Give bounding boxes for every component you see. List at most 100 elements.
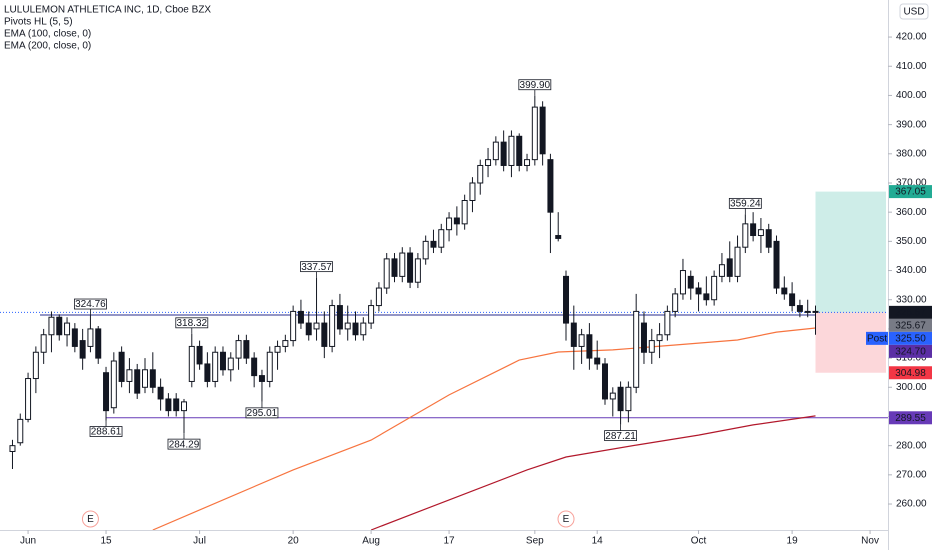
price-tag-label: 304.98 bbox=[895, 368, 926, 379]
candle-body bbox=[617, 386, 624, 412]
y-tick-label: 380.00 bbox=[896, 148, 927, 159]
candle-body bbox=[134, 369, 141, 394]
candle-body bbox=[329, 305, 336, 347]
candle-body bbox=[601, 363, 608, 400]
x-tick-label: 19 bbox=[787, 536, 799, 547]
candle-body bbox=[165, 398, 172, 412]
price-tag bbox=[889, 305, 932, 319]
candle-body bbox=[227, 357, 234, 371]
candle-body bbox=[48, 316, 55, 336]
candle-body bbox=[781, 287, 788, 295]
candle-body bbox=[258, 375, 265, 382]
candle-body bbox=[414, 258, 421, 283]
pivot-label: 399.90 bbox=[520, 80, 551, 91]
x-tick-label: Jul bbox=[193, 536, 206, 547]
candle-body bbox=[750, 223, 757, 237]
legend-ema200: EMA (200, close, 0) bbox=[4, 41, 91, 52]
chart-title: LULULEMON ATHLETICA INC, 1D, Cboe BZX bbox=[4, 5, 211, 16]
candle-body bbox=[438, 229, 445, 248]
candle-body bbox=[640, 322, 647, 353]
candle-body bbox=[313, 322, 320, 330]
candle-body bbox=[555, 235, 562, 239]
currency[interactable]: USD bbox=[903, 7, 924, 18]
price-tag bbox=[889, 331, 932, 345]
y-tick-label: 400.00 bbox=[896, 90, 927, 101]
y-tick-label: 420.00 bbox=[896, 32, 927, 43]
pivot-label: 324.76 bbox=[75, 299, 106, 310]
candle-body bbox=[110, 360, 117, 409]
candle-body bbox=[516, 135, 523, 166]
candle-body bbox=[586, 334, 593, 359]
candle-body bbox=[687, 275, 694, 289]
candle-body bbox=[407, 252, 414, 283]
x-tick-label: Oct bbox=[691, 536, 707, 547]
candle-body bbox=[71, 328, 78, 347]
candle-body bbox=[399, 252, 406, 277]
candle-body bbox=[305, 322, 312, 336]
candle-body bbox=[726, 258, 733, 277]
price-tag-label: 289.55 bbox=[895, 413, 926, 424]
candle-body bbox=[524, 159, 531, 166]
candle-body bbox=[32, 351, 39, 380]
price-tag-label: 367.05 bbox=[895, 187, 926, 198]
candle-body bbox=[469, 182, 476, 202]
plot-area: 324.76 288.61 284.29 318.32 295.01 337.57 399.… bbox=[0, 79, 888, 530]
candle-body bbox=[765, 229, 772, 248]
candle-body bbox=[711, 275, 718, 301]
price-tag-label: 324.70 bbox=[895, 347, 926, 358]
x-tick-label: 20 bbox=[288, 536, 300, 547]
candle-body bbox=[625, 386, 632, 412]
y-tick-label: 390.00 bbox=[896, 119, 927, 130]
candle-body bbox=[703, 293, 710, 301]
candle-body bbox=[173, 398, 180, 412]
candle-body bbox=[87, 328, 94, 347]
candle-body bbox=[142, 369, 149, 388]
candle-body bbox=[648, 340, 655, 353]
candle-body bbox=[430, 240, 437, 248]
y-tick-label: 310.00 bbox=[896, 353, 927, 364]
candle-body bbox=[40, 334, 47, 353]
candle-body bbox=[352, 322, 359, 336]
session-label: Post bbox=[867, 334, 887, 345]
candle-body bbox=[485, 159, 492, 166]
candle-body bbox=[204, 363, 211, 382]
legend-ema100: EMA (100, close, 0) bbox=[4, 29, 91, 40]
y-tick-label: 330.00 bbox=[896, 294, 927, 305]
y-tick-label: 280.00 bbox=[896, 440, 927, 451]
price-tag bbox=[889, 411, 932, 425]
candle-body bbox=[500, 141, 507, 166]
candle-body bbox=[235, 340, 242, 359]
price-tag-label: 325.67 bbox=[895, 321, 926, 332]
candle-body bbox=[375, 287, 382, 307]
pivot-label: 359.24 bbox=[730, 199, 761, 210]
price-tag-label: 325.67 bbox=[895, 308, 926, 319]
candle-body bbox=[461, 200, 468, 225]
candle-body bbox=[594, 357, 601, 365]
candle-body bbox=[477, 164, 484, 184]
candle-body bbox=[126, 369, 133, 382]
candle-body bbox=[633, 310, 640, 388]
earnings-marker bbox=[81, 510, 99, 528]
candle-body bbox=[243, 340, 250, 359]
y-tick-label: 260.00 bbox=[896, 499, 927, 510]
candle-body bbox=[383, 258, 390, 289]
candle-body bbox=[656, 334, 663, 342]
earnings-marker bbox=[557, 510, 575, 528]
currency-box[interactable] bbox=[899, 3, 929, 20]
candle-body bbox=[578, 334, 585, 347]
pivot-label: 295.01 bbox=[247, 408, 278, 419]
candle-body bbox=[321, 322, 328, 347]
price-tag bbox=[889, 318, 932, 332]
candle-body bbox=[118, 351, 125, 382]
x-tick-label: Jun bbox=[20, 536, 36, 547]
candle-body bbox=[742, 223, 749, 248]
x-tick-label: 15 bbox=[100, 536, 112, 547]
candle-body bbox=[79, 340, 86, 359]
candle-body bbox=[664, 310, 671, 336]
session-tag bbox=[866, 331, 888, 345]
candle-body bbox=[180, 401, 187, 412]
candle-body bbox=[251, 357, 258, 377]
x-tick-label: 14 bbox=[592, 536, 604, 547]
y-tick-label: 350.00 bbox=[896, 236, 927, 247]
